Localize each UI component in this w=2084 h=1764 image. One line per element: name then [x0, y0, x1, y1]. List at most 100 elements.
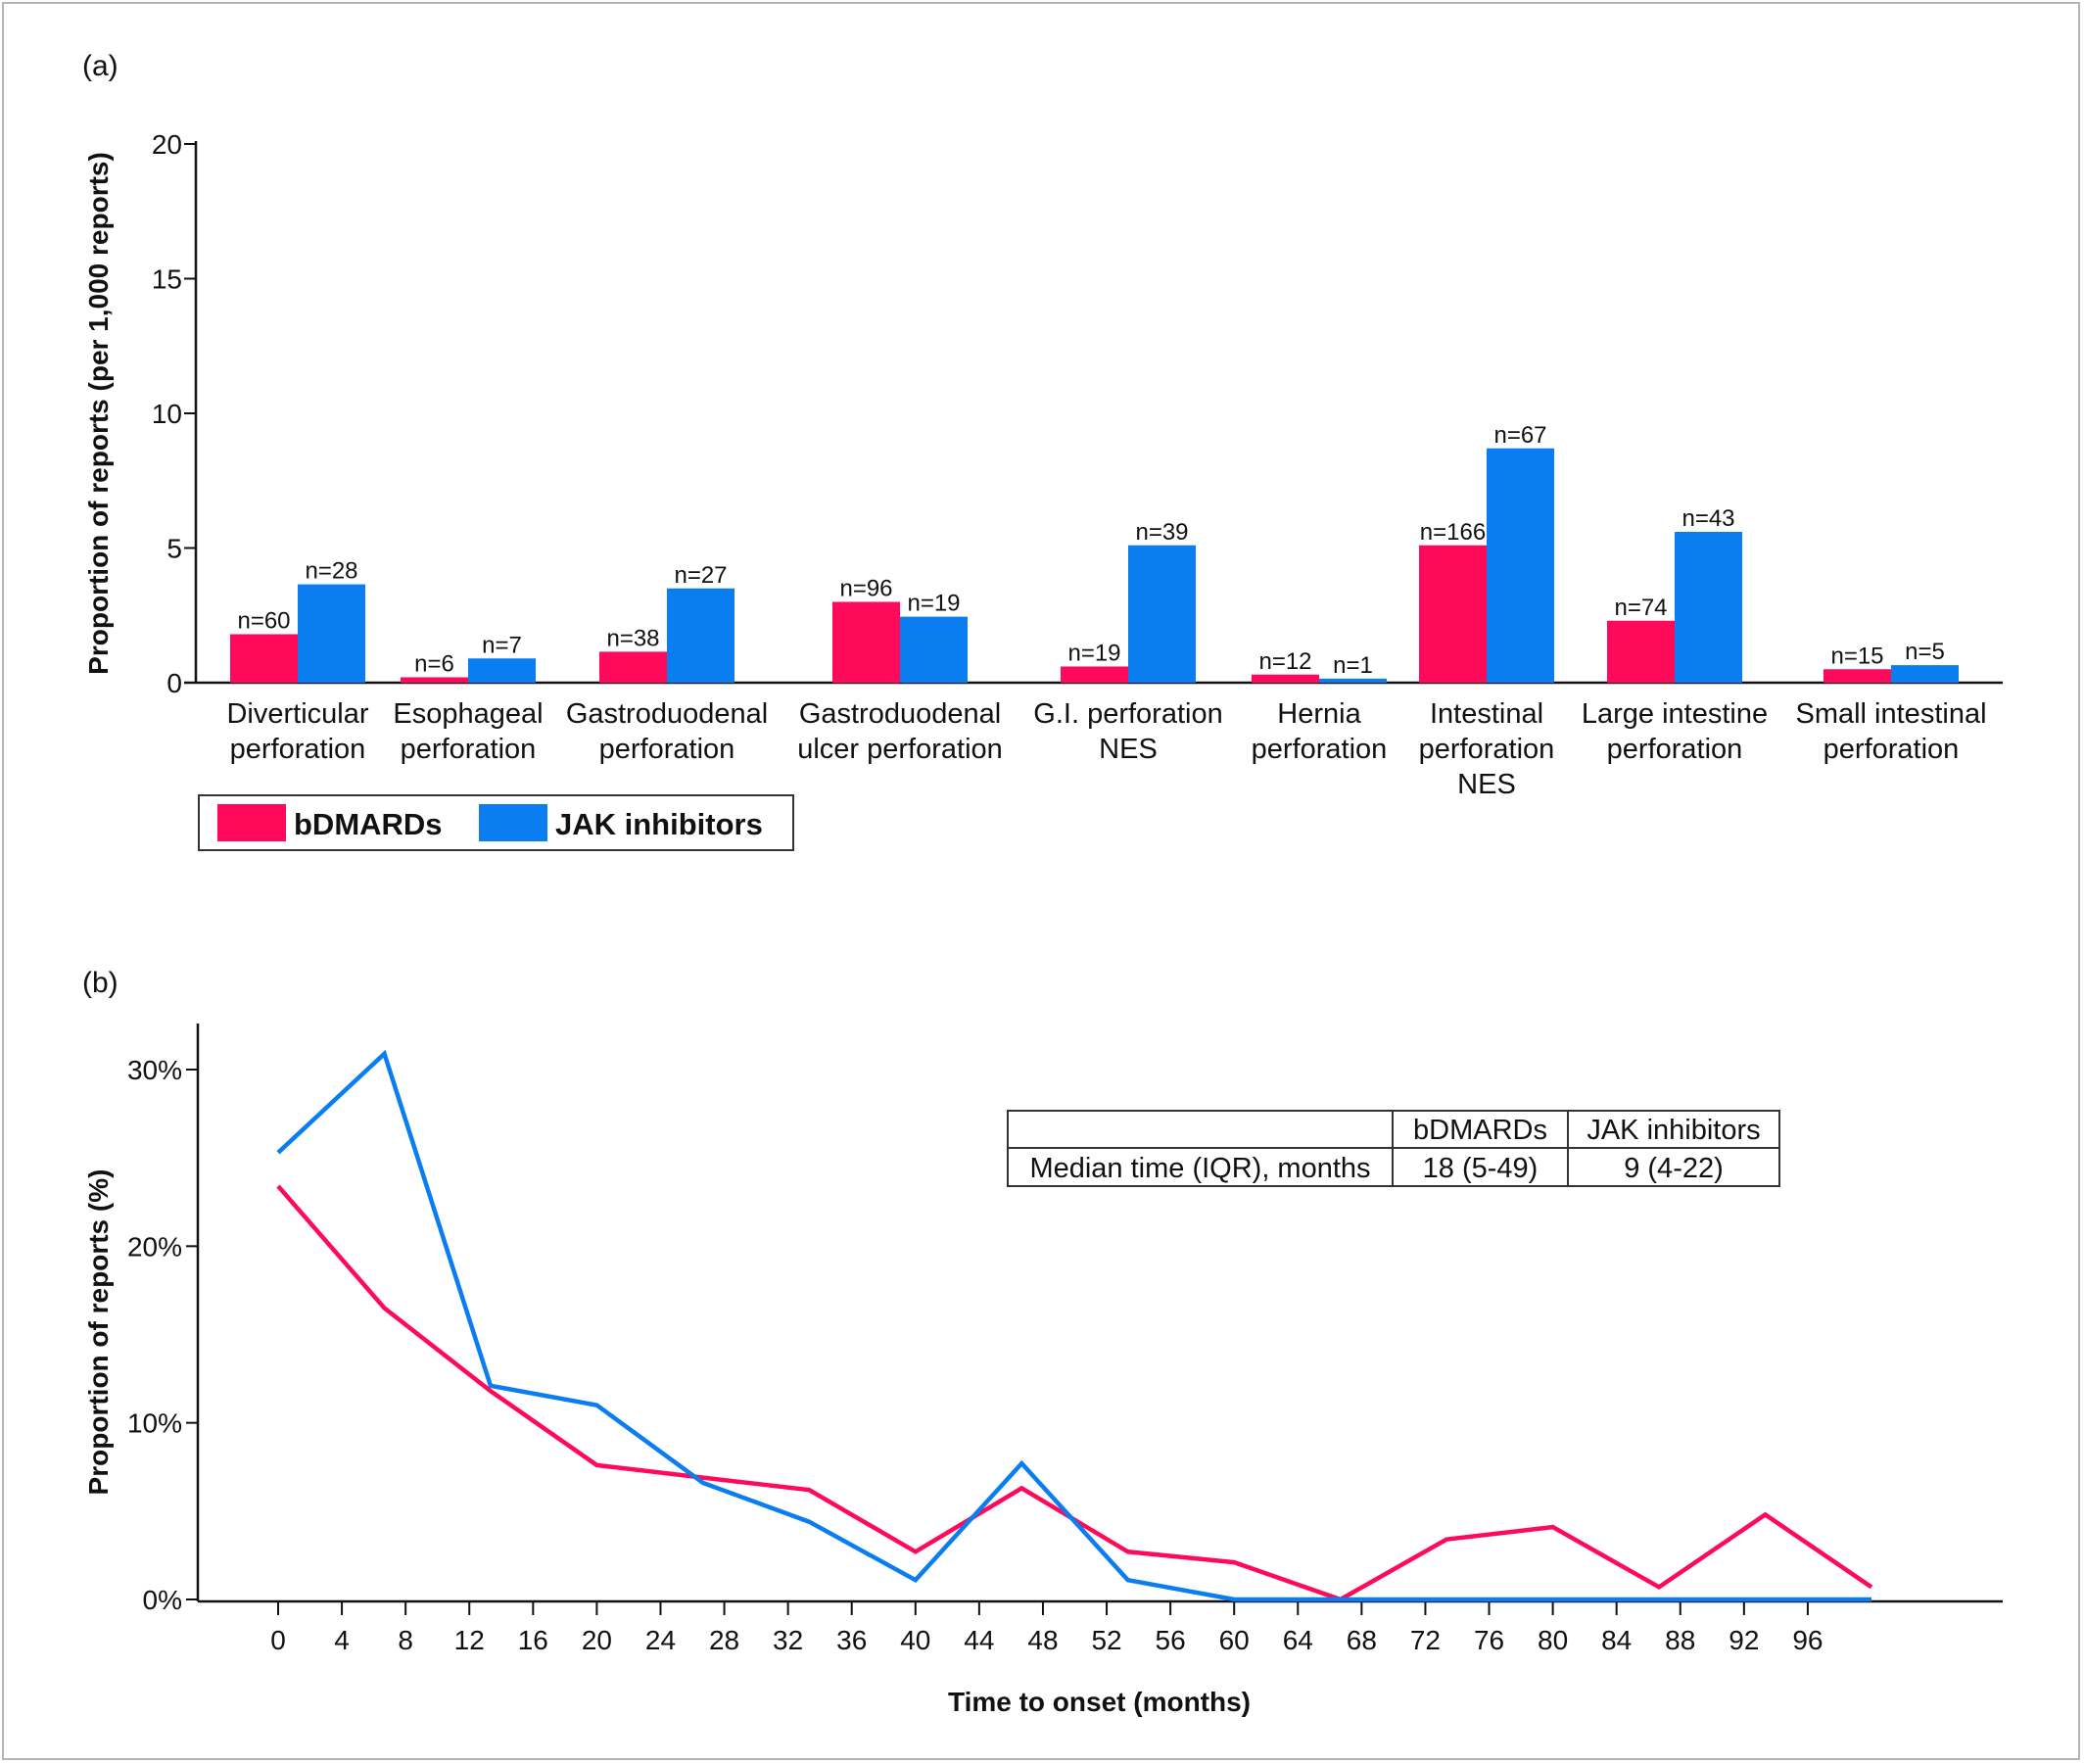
category-label: NES [1099, 734, 1158, 765]
x-tick-label: 80 [1538, 1625, 1568, 1655]
legend: bDMARDs JAK inhibitors [198, 794, 794, 851]
y-tick-label: 10 [152, 399, 182, 429]
legend-label-jak: JAK inhibitors [555, 807, 763, 841]
category-label: Gastroduodenal [799, 698, 1001, 730]
data-label-jak: n=5 [1905, 639, 1945, 665]
bar-bdmards [1824, 669, 1891, 683]
bar-bdmards [401, 677, 468, 683]
category-label: ulcer perforation [797, 734, 1003, 765]
table-header-jak: JAK inhibitors [1587, 1115, 1760, 1146]
x-tick-label: 52 [1091, 1625, 1121, 1655]
y-tick-label: 0% [143, 1585, 182, 1615]
x-tick-label: 4 [334, 1625, 350, 1655]
x-tick-label: 40 [900, 1625, 930, 1655]
x-tick-label: 64 [1283, 1625, 1313, 1655]
bar-bdmards [230, 634, 298, 683]
panel-a-label: (a) [82, 50, 118, 82]
x-axis-title: Time to onset (months) [948, 1687, 1251, 1717]
x-tick-label: 0 [270, 1625, 286, 1655]
x-tick-label: 88 [1665, 1625, 1695, 1655]
x-tick-label: 72 [1410, 1625, 1441, 1655]
data-label-bdmards: n=96 [839, 576, 892, 602]
data-label-jak: n=28 [305, 558, 357, 585]
x-tick-label: 68 [1347, 1625, 1377, 1655]
data-label-bdmards: n=12 [1258, 648, 1311, 675]
y-tick-label: 15 [152, 264, 182, 295]
y-tick-label: 0 [166, 668, 182, 698]
bar-jak [900, 616, 968, 683]
x-tick-label: 24 [645, 1625, 676, 1655]
y-axis-title: Proportion of reports (%) [83, 1169, 114, 1496]
data-label-bdmards: n=60 [237, 608, 290, 635]
category-label: perforation [230, 734, 366, 765]
category-label: Diverticular [226, 698, 368, 730]
x-tick-label: 84 [1601, 1625, 1632, 1655]
data-label-jak: n=1 [1333, 652, 1373, 679]
y-tick-label: 5 [166, 534, 182, 564]
bar-bdmards [599, 651, 667, 683]
data-label-bdmards: n=166 [1420, 519, 1486, 546]
table-value-jak: 9 (4-22) [1624, 1153, 1724, 1184]
category-label: perforation [1419, 734, 1555, 765]
x-tick-label: 96 [1792, 1625, 1823, 1655]
bar-bdmards [832, 601, 900, 683]
bar-jak [1128, 545, 1196, 683]
bar-bdmards [1419, 545, 1487, 683]
category-label: perforation [1824, 734, 1960, 765]
data-label-jak: n=43 [1681, 505, 1734, 532]
panel-b-label: (b) [82, 967, 118, 999]
x-tick-label: 20 [582, 1625, 612, 1655]
category-label: Hernia [1277, 698, 1361, 730]
x-tick-label: 8 [398, 1625, 413, 1655]
y-tick-label: 10% [127, 1408, 182, 1439]
data-label-jak: n=7 [482, 632, 522, 658]
legend-label-bdmards: bDMARDs [294, 807, 443, 841]
x-tick-label: 56 [1156, 1625, 1186, 1655]
table-header-bdmards: bDMARDs [1413, 1115, 1547, 1146]
x-tick-label: 48 [1027, 1625, 1058, 1655]
x-tick-label: 36 [836, 1625, 867, 1655]
y-tick-label: 30% [127, 1055, 182, 1085]
x-tick-label: 44 [964, 1625, 994, 1655]
legend-swatch-jak [479, 804, 547, 841]
y-tick-label: 20 [152, 129, 182, 160]
data-label-jak: n=27 [674, 562, 727, 589]
category-label: Esophageal [393, 698, 543, 730]
x-tick-label: 32 [773, 1625, 803, 1655]
data-label-bdmards: n=19 [1067, 641, 1120, 667]
bar-jak [468, 658, 536, 683]
legend-swatch-bdmards [217, 804, 286, 841]
data-label-bdmards: n=15 [1830, 643, 1883, 669]
table-value-bdmards: 18 (5-49) [1423, 1153, 1539, 1184]
bar-jak [1891, 665, 1959, 683]
x-tick-label: 76 [1474, 1625, 1504, 1655]
line-chart: 0%10%20%30%0 4 8 12 16 20 24 28 32 36 40 44 48 52 56 60… [83, 1024, 2003, 1717]
data-label-jak: n=19 [907, 591, 960, 617]
median-time-table: bDMARDs JAK inhibitors Median time (IQR), … [1007, 1110, 1780, 1187]
line-jak [276, 1049, 1871, 1602]
bar-jak [1319, 678, 1387, 683]
category-label: Small intestinal [1795, 698, 1986, 730]
y-tick-label: 20% [127, 1231, 182, 1262]
data-label-bdmards: n=6 [414, 651, 454, 678]
x-tick-label: 12 [454, 1625, 485, 1655]
bar-jak [1675, 532, 1742, 683]
bar-bdmards [1061, 666, 1128, 683]
category-label: NES [1457, 769, 1516, 800]
bar-bdmards [1607, 620, 1675, 683]
x-tick-label: 60 [1219, 1625, 1250, 1655]
data-label-jak: n=67 [1493, 422, 1546, 449]
category-label: Intestinal [1430, 698, 1543, 730]
table-row-label: Median time (IQR), months [1029, 1153, 1370, 1184]
bar-jak [298, 584, 365, 683]
category-label: G.I. perforation [1033, 698, 1222, 730]
bar-jak [667, 588, 734, 683]
x-tick-label: 28 [709, 1625, 739, 1655]
category-label: perforation [401, 734, 537, 765]
data-label-bdmards: n=38 [606, 625, 659, 651]
category-label: perforation [599, 734, 735, 765]
category-label: Large intestine [1582, 698, 1768, 730]
y-axis-title: Proportion of reports (per 1,000 reports… [83, 152, 114, 675]
